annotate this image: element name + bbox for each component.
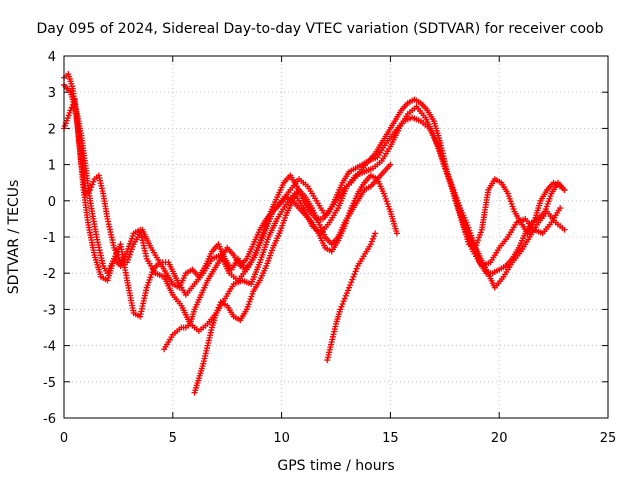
- data-point: [341, 295, 348, 302]
- data-point: [346, 284, 353, 291]
- data-point: [347, 281, 354, 288]
- data-point: [349, 276, 356, 283]
- data-point: [342, 292, 349, 299]
- chart-title: Day 095 of 2024, Sidereal Day-to-day VTE…: [37, 21, 604, 37]
- series-track-f: [324, 230, 379, 364]
- y-tick-label: 3: [48, 86, 56, 101]
- x-tick-label: 25: [600, 431, 617, 446]
- x-tick-label: 15: [382, 431, 399, 446]
- y-tick-label: -4: [43, 340, 56, 355]
- data-point: [215, 304, 222, 311]
- y-tick-label: 4: [48, 50, 56, 65]
- y-tick-label: 1: [48, 159, 56, 174]
- data-point: [67, 107, 74, 114]
- data-point: [338, 303, 345, 310]
- plot-area: [61, 71, 568, 396]
- data-point: [352, 268, 359, 275]
- data-point: [371, 233, 378, 240]
- series-track-c: [61, 71, 564, 298]
- y-axis-label: SDTVAR / TECUs: [6, 180, 22, 295]
- series-track-d: [161, 172, 400, 353]
- plot-frame: [63, 55, 609, 419]
- data-point: [348, 279, 355, 286]
- data-point: [339, 300, 346, 307]
- y-tick-label: 2: [48, 122, 56, 137]
- data-point: [369, 235, 376, 242]
- data-point: [337, 306, 344, 313]
- data-point: [367, 241, 374, 248]
- data-point: [213, 310, 220, 317]
- data-point: [561, 226, 568, 233]
- data-point: [216, 301, 223, 308]
- x-axis-label: GPS time / hours: [277, 458, 394, 474]
- y-tick-label: -5: [43, 376, 56, 391]
- x-tick-label: 5: [169, 431, 177, 446]
- y-tick-label: -6: [43, 412, 56, 427]
- x-tick-label: 0: [60, 431, 68, 446]
- data-point: [344, 287, 351, 294]
- series-track-g: [452, 176, 568, 251]
- data-point: [561, 186, 568, 193]
- data-point: [87, 186, 94, 193]
- data-point: [340, 298, 347, 305]
- data-point: [353, 265, 360, 272]
- data-point: [557, 205, 564, 212]
- x-tick-label: 20: [491, 431, 508, 446]
- data-point: [393, 230, 400, 237]
- data-point: [372, 230, 379, 237]
- data-point: [351, 271, 358, 278]
- data-point: [89, 181, 96, 188]
- data-point: [343, 290, 350, 297]
- data-point: [90, 178, 97, 185]
- y-tick-label: -3: [43, 303, 56, 318]
- data-point: [214, 307, 221, 314]
- data-point: [387, 161, 394, 168]
- series-track-e: [191, 161, 394, 396]
- x-tick-label: 10: [273, 431, 290, 446]
- y-tick-label: -2: [43, 267, 56, 282]
- data-point: [350, 273, 357, 280]
- data-point: [88, 184, 95, 191]
- y-tick-label: -1: [43, 231, 56, 246]
- data-point: [368, 238, 375, 245]
- y-tick-label: 0: [48, 195, 56, 210]
